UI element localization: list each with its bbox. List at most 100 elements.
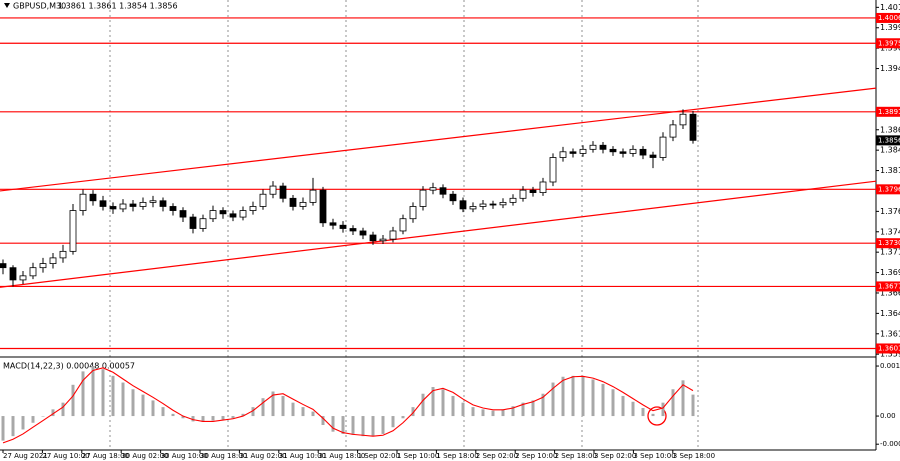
macd-bar [71, 384, 75, 417]
macd-bar [611, 389, 615, 417]
candle-body [179, 210, 187, 218]
macd-bar [631, 401, 635, 417]
macd-bar [691, 394, 695, 417]
x-tick-label: 3 Sep 18:00 [673, 452, 715, 460]
candle-body [589, 144, 597, 150]
candle-body [669, 124, 677, 138]
candle-body [29, 267, 37, 277]
macd-bar [401, 416, 405, 419]
candle-body [449, 193, 457, 202]
candle-body [69, 210, 77, 252]
x-tick-label: 3 Sep 02:00 [594, 452, 636, 460]
macd-bar [281, 395, 285, 417]
candle-body [399, 218, 407, 232]
macd-bar [41, 416, 45, 417]
channel-line [0, 87, 877, 192]
level-label-box [876, 38, 900, 49]
y-tick-label: 1.3744 [880, 227, 900, 236]
level-label-box [876, 106, 900, 117]
candle-body [309, 189, 317, 203]
macd-bar [51, 409, 55, 417]
candle-body [469, 206, 477, 210]
macd-bar [101, 369, 105, 417]
macd-bar [641, 408, 645, 417]
macd-bar [191, 416, 195, 422]
x-tick-label: 31 Aug 18:00 [318, 452, 365, 460]
candle-body [199, 218, 207, 229]
candle-body [409, 206, 417, 220]
y-tick-label: 1.3769 [880, 207, 900, 216]
channel-line [0, 180, 877, 288]
candle-body [149, 200, 157, 203]
level-label: 1.3975 [878, 39, 900, 47]
macd-bar [491, 410, 495, 417]
macd-bar [451, 395, 455, 417]
candle-body [99, 200, 107, 207]
macd-bar [381, 416, 385, 434]
x-tick-label: 2 Sep 02:00 [476, 452, 518, 460]
candle-body [239, 210, 247, 218]
y-tick-label: 1.3994 [880, 23, 900, 32]
macd-bar [61, 402, 65, 417]
candle-body [329, 222, 337, 226]
level-label-box [876, 343, 900, 354]
macd-bar [1, 416, 5, 441]
macd-bar [501, 409, 505, 417]
y-tick-label: 1.3694 [880, 268, 900, 277]
candle-body [489, 203, 497, 206]
candle-body [479, 203, 487, 207]
macd-bar [421, 393, 425, 417]
candle-body [9, 267, 17, 281]
candle-body [89, 193, 97, 202]
candle-body [299, 201, 307, 207]
x-tick-label: 27 Aug 2021 [3, 452, 48, 460]
macd-bar [461, 402, 465, 417]
macd-bar [141, 394, 145, 417]
x-tick-label: 30 Aug 18:00 [200, 452, 247, 460]
macd-bar [441, 389, 445, 417]
candle-body [689, 113, 697, 141]
candle-body [379, 238, 387, 242]
macd-bar [651, 413, 655, 417]
candle-body [19, 275, 27, 281]
x-tick-label: 1 Sep 10:00 [397, 452, 439, 460]
macd-bar [511, 406, 515, 417]
candle-body [159, 200, 167, 207]
macd-bar [391, 416, 395, 428]
candle-body [429, 187, 437, 191]
macd-bar [261, 398, 265, 417]
level-label: 1.3677 [878, 282, 900, 290]
y-tick-label: 1.3619 [880, 329, 900, 338]
header-values: 1.3861 1.3861 1.3854 1.3856 [58, 2, 178, 11]
macd-y-tick-label: 0.00 [880, 412, 896, 420]
macd-bar [251, 407, 255, 417]
macd-bar [161, 407, 165, 417]
macd-bar [321, 416, 325, 425]
macd-bar [591, 379, 595, 417]
x-tick-label: 30 Aug 10:00 [161, 452, 208, 460]
macd-bar [561, 376, 565, 417]
macd-bar [91, 366, 95, 417]
macd-bar [581, 376, 585, 417]
current-price-label: 1.3856 [878, 136, 900, 144]
y-tick-label: 1.3644 [880, 309, 900, 318]
macd-bar [431, 387, 435, 417]
macd-bar [311, 411, 315, 417]
candle-body [249, 206, 257, 211]
y-tick-label: 1.3719 [880, 248, 900, 257]
y-tick-label: 1.3944 [880, 64, 900, 73]
current-price-box [876, 135, 900, 146]
macd-bar [11, 416, 15, 437]
macd-bar [291, 402, 295, 417]
macd-bar [231, 416, 235, 419]
candle-body [209, 210, 217, 220]
candle-body [419, 189, 427, 207]
macd-bar [131, 389, 135, 417]
macd-bar [21, 416, 25, 430]
candle-body [189, 216, 197, 229]
candle-body [39, 263, 47, 269]
candle-body [0, 263, 7, 269]
candle-body [579, 148, 587, 154]
